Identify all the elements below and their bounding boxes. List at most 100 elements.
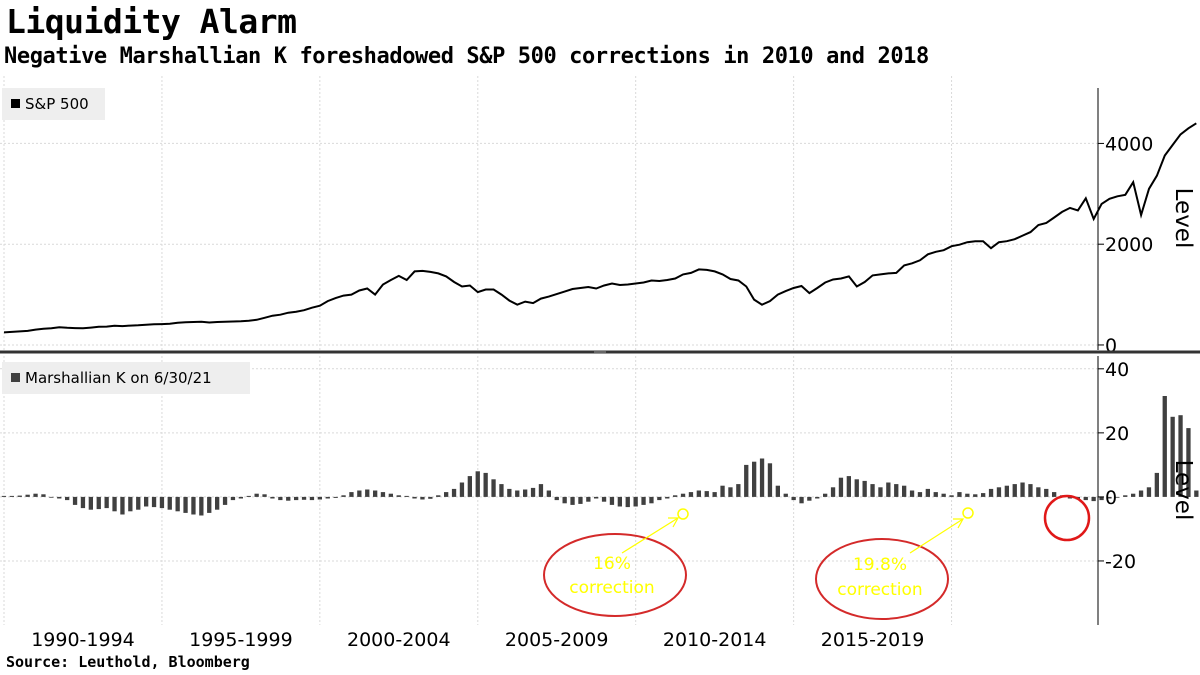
- marshallian-k-bar: [830, 487, 836, 497]
- marshallian-k-bar: [72, 496, 78, 505]
- marshallian-k-y-tick-label: 20: [1105, 423, 1129, 445]
- marshallian-k-bar: [854, 479, 859, 497]
- marshallian-k-bar: [878, 487, 883, 497]
- marshallian-k-bar: [633, 496, 638, 507]
- x-axis-label: 2005-2009: [505, 629, 609, 651]
- marshallian-k-bar: [838, 477, 844, 497]
- marshallian-k-bar: [1170, 416, 1175, 497]
- marshallian-k-bar: [191, 496, 196, 515]
- marshallian-k-bar: [175, 496, 180, 512]
- marshallian-k-bar: [617, 496, 622, 507]
- marshallian-k-bar: [357, 490, 362, 497]
- marshallian-k-bar: [128, 496, 133, 512]
- annotation-2018: 19.8% correction: [815, 507, 974, 620]
- marshallian-k-bar: [933, 492, 938, 497]
- marshallian-k-bar: [151, 496, 157, 508]
- marshallian-k-bar: [1107, 496, 1112, 499]
- marshallian-k-bar: [807, 496, 812, 501]
- marshallian-k-bar: [649, 496, 654, 504]
- marshallian-k-bar: [183, 496, 188, 513]
- annotation-2010-line2: correction: [569, 578, 654, 598]
- marshallian-k-bar: [88, 496, 93, 510]
- marshallian-k-bar: [996, 487, 1002, 497]
- marshallian-k-y-tick-label: -20: [1105, 551, 1136, 573]
- marshallian-k-bar: [775, 485, 780, 497]
- marshallian-k-legend-bg: [2, 362, 250, 394]
- marshallian-k-bar: [286, 496, 291, 501]
- marshallian-k-bar: [317, 496, 322, 500]
- marshallian-k-bar: [783, 493, 788, 497]
- marshallian-k-bar: [238, 496, 243, 499]
- marshallian-k-bar: [136, 496, 141, 510]
- sp500-y-tick-label: 0: [1105, 335, 1117, 357]
- marshallian-k-bar: [499, 484, 504, 497]
- marshallian-k-bar: [870, 484, 875, 497]
- marshallian-k-bar: [680, 493, 686, 497]
- marshallian-k-bar: [309, 496, 315, 501]
- marshallian-k-bar: [341, 495, 346, 497]
- marshallian-k-bar: [325, 496, 330, 499]
- marshallian-k-bar: [538, 484, 544, 497]
- marshallian-k-bar: [562, 496, 567, 504]
- marshallian-k-bar: [917, 492, 923, 497]
- marshallian-k-bar: [673, 495, 678, 497]
- marshallian-k-bar: [949, 495, 954, 497]
- x-axis-label: 1995-1999: [189, 629, 293, 651]
- marshallian-k-bar: [554, 496, 559, 501]
- marshallian-k-bar: [641, 496, 646, 505]
- marshallian-k-bar: [451, 488, 457, 497]
- marshallian-k-bar: [823, 493, 828, 497]
- marshallian-k-bar: [546, 490, 551, 497]
- marshallian-k-bar: [9, 495, 14, 497]
- marshallian-k-bar: [254, 493, 259, 497]
- annotation-2010-arrowhead: [668, 517, 680, 528]
- marshallian-k-bar: [886, 482, 891, 497]
- marshallian-k-bar: [1154, 472, 1159, 497]
- marshallian-k-bar: [1067, 496, 1073, 499]
- chart-subtitle: Negative Marshallian K foreshadowed S&P …: [4, 44, 929, 69]
- marshallian-k-bar: [483, 472, 488, 497]
- marshallian-k-bar: [586, 496, 591, 502]
- marshallian-k-bar: [1131, 493, 1136, 497]
- marshallian-k-bar: [396, 495, 401, 497]
- marshallian-k-bar: [712, 492, 717, 497]
- marshallian-k-bar: [467, 476, 472, 497]
- marshallian-k-bar: [815, 496, 820, 499]
- marshallian-k-bar: [665, 496, 670, 499]
- marshallian-k-bar: [988, 488, 994, 497]
- marshallian-k-bar: [736, 484, 741, 497]
- marshallian-k-bar: [601, 496, 607, 502]
- marshallian-k-bar: [1178, 415, 1183, 497]
- marshallian-k-y-tick-label: 0: [1105, 487, 1117, 509]
- marshallian-k-bar: [262, 494, 267, 497]
- marshallian-k-bar: [104, 496, 109, 509]
- marshallian-k-bar: [1099, 496, 1104, 501]
- sp500-line: [3, 122, 1197, 334]
- marshallian-k-bar: [1004, 485, 1009, 497]
- marshallian-k-bar: [1186, 428, 1191, 497]
- marshallian-k-bar: [902, 485, 907, 497]
- x-axis-label: 2000-2004: [347, 629, 451, 651]
- marshallian-k-bar: [957, 492, 962, 497]
- marshallian-k-bar: [696, 490, 701, 497]
- marshallian-k-bar: [167, 496, 172, 510]
- marshallian-k-bar: [973, 494, 978, 497]
- sp500-legend-label: S&P 500: [25, 95, 89, 113]
- sp500-y-tick-label: 4000: [1105, 133, 1153, 155]
- marshallian-k-bar: [207, 496, 212, 513]
- marshallian-k-bar: [909, 490, 915, 497]
- marshallian-k-bar: [65, 496, 70, 501]
- annotation-2018-arrow: [909, 518, 964, 554]
- marshallian-k-bar: [475, 471, 480, 497]
- marshallian-k-bar: [1091, 496, 1096, 502]
- marshallian-k-bar: [1036, 487, 1041, 497]
- marshallian-k-bar: [578, 496, 583, 504]
- marshallian-k-bar: [799, 496, 804, 504]
- marshallian-k-bar: [17, 495, 22, 497]
- annotation-2010-marker: [677, 508, 689, 520]
- annotation-2010-ellipse: [543, 533, 687, 617]
- marshallian-k-bar: [333, 496, 338, 498]
- marshallian-k-bar: [1138, 490, 1144, 497]
- marshallian-k-bar: [404, 495, 409, 497]
- marshallian-k-bar: [380, 492, 386, 497]
